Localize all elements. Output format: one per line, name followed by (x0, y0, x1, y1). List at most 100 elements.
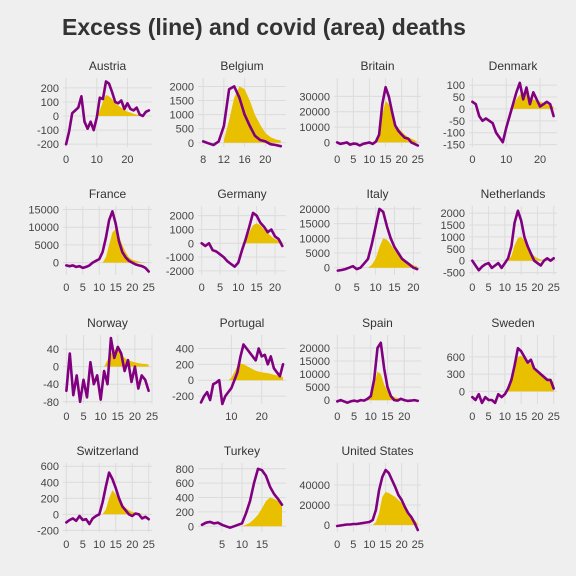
panel-title: Spain (362, 316, 393, 330)
y-tick-label: 0 (53, 111, 59, 123)
panel-title: Germany (217, 187, 266, 201)
excess-deaths-line (201, 85, 283, 148)
x-tick-label: 5 (80, 411, 86, 423)
x-tick-label: 20 (129, 411, 141, 423)
covid-deaths-area (372, 101, 418, 143)
y-tick-label: 0 (53, 509, 59, 521)
y-tick-label: 0 (324, 520, 330, 532)
x-tick-label: 20 (259, 154, 271, 166)
x-tick-label: 5 (350, 539, 356, 551)
x-tick-label: 15 (379, 154, 391, 166)
x-tick-label: 15 (251, 282, 263, 294)
y-tick-label: 0 (188, 238, 194, 250)
y-tick-label: 0 (324, 263, 330, 275)
y-tick-label: 1500 (441, 220, 465, 232)
y-tick-label: -1000 (166, 252, 194, 264)
x-tick-label: 20 (531, 282, 543, 294)
x-tick-label: 20 (531, 411, 543, 423)
excess-deaths-line (200, 211, 284, 269)
y-tick-label: -80 (43, 397, 59, 409)
y-tick-label: 600 (176, 478, 194, 490)
x-tick-label: 5 (217, 282, 223, 294)
excess-deaths-line (65, 336, 150, 404)
x-tick-label: 0 (63, 539, 69, 551)
y-tick-label: 1500 (170, 96, 194, 108)
x-tick-label: 10 (95, 411, 107, 423)
y-tick-label: 400 (176, 493, 194, 505)
x-tick-label: 10 (499, 411, 511, 423)
x-tick-label: 5 (485, 411, 491, 423)
y-tick-label: -200 (37, 139, 59, 151)
x-tick-label: 10 (225, 411, 237, 423)
x-tick-label: 20 (396, 154, 408, 166)
covid-deaths-area (102, 490, 149, 515)
panel-title: Italy (366, 187, 388, 201)
y-tick-label: 10000 (299, 122, 330, 134)
y-tick-label: -500 (443, 268, 465, 280)
x-tick-label: 0 (334, 539, 340, 551)
x-tick-label: 0 (63, 154, 69, 166)
x-tick-label: 0 (469, 411, 475, 423)
x-tick-label: 12 (218, 154, 230, 166)
x-tick-label: 20 (121, 154, 133, 166)
y-tick-label: 0 (53, 362, 59, 374)
x-tick-label: 25 (143, 282, 155, 294)
covid-deaths-area (508, 236, 554, 261)
y-tick-label: 0 (188, 138, 194, 150)
x-tick-label: 10 (232, 282, 244, 294)
panel-portugal: Portugal -200 0 200 400 10 20 (172, 316, 286, 423)
y-tick-label: 15000 (299, 356, 330, 368)
x-tick-label: 10 (93, 282, 105, 294)
x-tick-label: 20 (269, 282, 281, 294)
covid-deaths-area (96, 94, 143, 116)
x-tick-label: 15 (515, 411, 527, 423)
y-tick-label: 0 (188, 375, 194, 387)
excess-deaths-line (336, 207, 419, 272)
x-tick-label: 0 (469, 154, 475, 166)
x-tick-label: 15 (110, 539, 122, 551)
y-tick-label: 1000 (170, 110, 194, 122)
y-tick-label: 100 (447, 80, 465, 92)
excess-deaths-line (65, 471, 150, 526)
covid-deaths-area (102, 229, 149, 263)
x-tick-label: 0 (63, 282, 69, 294)
x-tick-label: 20 (396, 539, 408, 551)
x-tick-label: 0 (335, 282, 341, 294)
y-tick-label: 300 (447, 369, 465, 381)
x-tick-label: 15 (110, 282, 122, 294)
x-tick-label: 10 (369, 282, 381, 294)
x-tick-label: 5 (354, 282, 360, 294)
x-tick-label: 25 (146, 411, 158, 423)
panel-title: France (89, 187, 127, 201)
x-tick-label: 10 (363, 154, 375, 166)
panel-belgium: Belgium 0 500 1000 1500 2000 8 12 16 20 (170, 59, 286, 166)
x-tick-label: 20 (534, 154, 546, 166)
x-tick-label: 15 (112, 411, 124, 423)
y-tick-label: 20000 (299, 500, 330, 512)
y-tick-label: -50 (449, 116, 465, 128)
x-tick-label: 15 (256, 539, 268, 551)
x-tick-label: 25 (143, 539, 155, 551)
x-tick-label: 15 (381, 411, 393, 423)
covid-deaths-area (242, 223, 283, 244)
x-tick-label: 0 (334, 154, 340, 166)
x-tick-label: 20 (398, 411, 410, 423)
panel-title: Denmark (489, 59, 539, 73)
x-tick-label: 5 (351, 411, 357, 423)
x-tick-label: 5 (80, 539, 86, 551)
y-tick-label: 0 (459, 256, 465, 268)
y-tick-label: 40000 (299, 480, 330, 492)
y-tick-label: 20000 (299, 204, 330, 216)
y-tick-label: 200 (176, 359, 194, 371)
x-tick-label: 20 (407, 282, 419, 294)
y-tick-label: 500 (176, 124, 194, 136)
x-tick-label: 25 (548, 411, 560, 423)
